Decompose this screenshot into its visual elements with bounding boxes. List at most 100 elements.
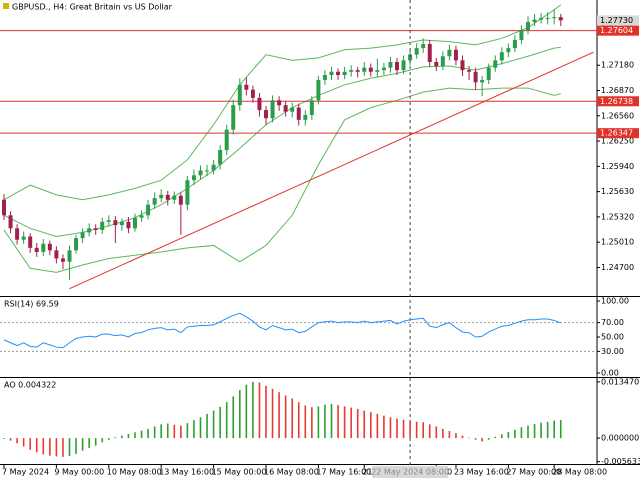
candle-body: [545, 17, 550, 19]
level-label: 1.26738: [600, 97, 633, 106]
candle-body: [119, 221, 124, 226]
candle-body: [250, 89, 255, 98]
candle-body: [381, 67, 386, 71]
candle-body: [440, 56, 445, 67]
candle-body: [512, 39, 517, 49]
x-tick-label: 27 May 00:00: [506, 468, 561, 477]
candle-body: [539, 17, 544, 20]
y-tick-label: 1.26870: [601, 86, 634, 95]
level-label: 1.26347: [600, 129, 633, 138]
x-tick-label: 7 May 2024: [2, 468, 49, 477]
chart-title: GBPUSD., H4: Great Britain vs US Dollar: [12, 3, 173, 12]
crosshair-label-box: [372, 466, 449, 478]
ao-title: AO 0.004322: [4, 381, 56, 390]
candle-body: [421, 44, 426, 49]
level-label: 1.27604: [600, 26, 633, 35]
x-tick-label: 15 May 00:00: [212, 468, 267, 477]
candle-body: [191, 175, 196, 181]
crosshair-label: 22 May 2024 08:00: [371, 468, 449, 477]
rsi-line: [3, 312, 561, 349]
y-tick-label: 0.013470: [601, 377, 639, 386]
candle-body: [395, 61, 399, 71]
candle-body: [322, 75, 327, 80]
candle-body: [316, 79, 321, 101]
candle-body: [388, 61, 393, 68]
candle-body: [270, 100, 275, 119]
candle-body: [277, 100, 282, 106]
x-tick-label: 9 May 00:00: [54, 468, 104, 477]
candle-body: [375, 70, 380, 72]
y-tick-label: -0.005633: [601, 457, 640, 466]
candle-body: [552, 17, 557, 19]
candle-body: [126, 221, 131, 229]
candle-body: [60, 258, 65, 262]
candle-body: [106, 220, 111, 222]
candle-body: [329, 71, 334, 76]
candle-body: [460, 60, 465, 71]
y-tick-label: 1.25940: [601, 162, 634, 171]
candle-body: [159, 194, 164, 199]
candle-body: [67, 250, 72, 262]
candle-body: [283, 105, 288, 112]
candle-body: [152, 198, 157, 205]
candle-body: [480, 79, 485, 83]
x-tick-label: 16 May 08:00: [264, 468, 319, 477]
candle-body: [8, 215, 13, 229]
candle-body: [34, 247, 39, 252]
candle-body: [139, 215, 144, 218]
candle-body: [224, 129, 229, 151]
candle-body: [434, 61, 439, 67]
candle-body: [362, 67, 367, 72]
x-tick-label: 10 May 08:00: [107, 468, 162, 477]
y-tick-label: 1.25630: [601, 187, 634, 196]
y-tick-label: 0.000000: [601, 434, 639, 443]
bollinger-band: [3, 87, 561, 273]
y-tick-label: 1.26560: [601, 111, 634, 120]
y-tick-label: 1.27180: [601, 61, 634, 70]
candle-body: [54, 250, 59, 259]
candle-body: [100, 221, 105, 230]
candle-body: [558, 17, 563, 21]
candle-body: [355, 70, 360, 72]
candle-body: [198, 170, 203, 176]
candle-body: [342, 71, 347, 76]
y-tick-label: 0.00: [601, 368, 619, 377]
x-tick-label: 23 May 16:00: [454, 468, 509, 477]
candle-body: [93, 228, 98, 230]
candle-body: [257, 97, 262, 111]
candle-body: [87, 228, 92, 233]
y-tick-label: 70.00: [601, 318, 624, 327]
candle-body: [113, 220, 118, 226]
y-tick-label: 30.00: [601, 347, 624, 356]
candle-body: [506, 48, 511, 53]
current-price-label: 1.27730: [600, 16, 633, 25]
candle-body: [447, 49, 452, 57]
candle-body: [47, 243, 52, 251]
candle-body: [165, 194, 170, 200]
candle-body: [172, 195, 177, 200]
candle-body: [21, 236, 26, 240]
candle-body: [368, 67, 373, 72]
candle-body: [499, 52, 504, 61]
candle-body: [244, 84, 249, 90]
candle-body: [290, 107, 295, 112]
candle-body: [303, 114, 308, 120]
trendline: [69, 51, 594, 290]
candle-body: [532, 19, 537, 23]
candle-body: [211, 164, 216, 171]
candle-body: [336, 71, 341, 76]
candle-body: [15, 228, 20, 240]
level-label-box: [597, 25, 639, 36]
y-tick-label: 1.25320: [601, 212, 634, 221]
candle-body: [349, 70, 354, 72]
candle-body: [264, 110, 268, 119]
rsi-title: RSI(14) 69.59: [4, 300, 59, 309]
candle-body: [408, 54, 413, 61]
candle-body: [178, 195, 183, 205]
candle-body: [309, 100, 314, 115]
level-label-box: [597, 128, 639, 139]
candle-body: [526, 22, 530, 31]
candle-body: [146, 204, 151, 216]
